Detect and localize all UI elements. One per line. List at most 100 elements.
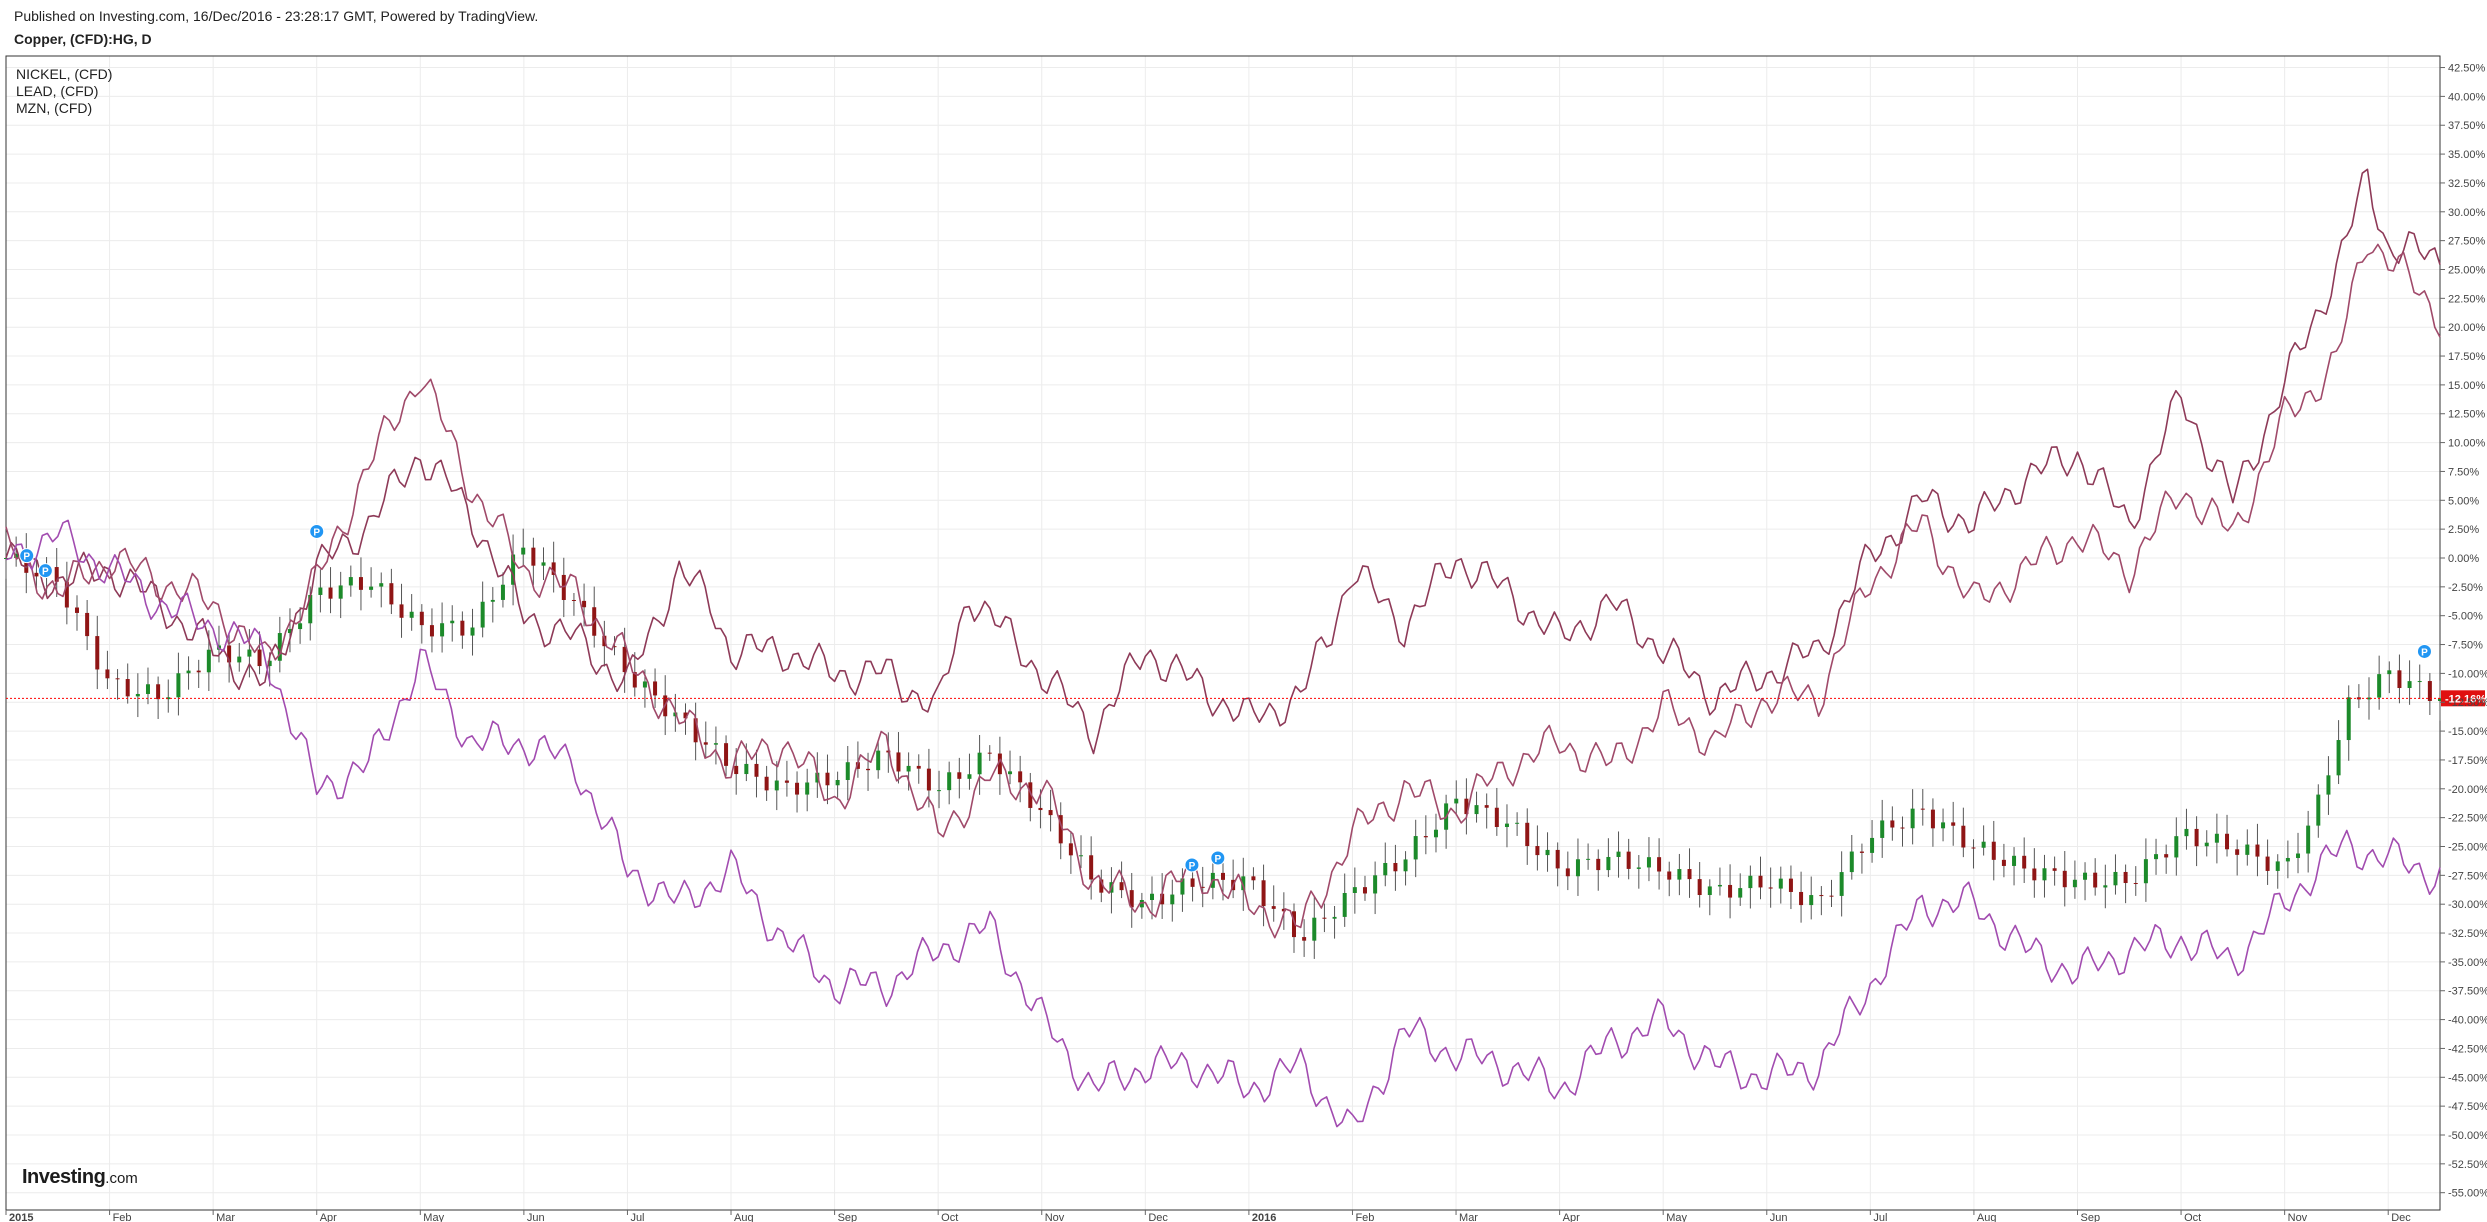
candle — [1677, 853, 1682, 896]
x-tick-label: 2016 — [1252, 1212, 1276, 1222]
candle — [2438, 680, 2442, 721]
x-tick-label: Aug — [1977, 1212, 1997, 1222]
x-tick-label: Jun — [527, 1212, 545, 1222]
y-tick-label: 40.00% — [2448, 91, 2486, 103]
candle — [1129, 872, 1134, 928]
candle — [2225, 814, 2230, 857]
candle — [1403, 851, 1408, 886]
mzn-line[interactable] — [5, 519, 2441, 1128]
event-marker[interactable]: P — [1210, 850, 1226, 866]
candle — [2427, 673, 2432, 715]
candle — [1687, 848, 1692, 898]
x-tick-label: Feb — [113, 1212, 132, 1222]
current-price-badge — [2441, 690, 2485, 707]
copper-candles — [4, 528, 2442, 959]
legend-item-lead[interactable]: LEAD, (CFD) — [16, 83, 99, 99]
candle — [855, 741, 860, 778]
nickel-line[interactable] — [5, 168, 2441, 755]
candle — [1028, 772, 1033, 822]
candle — [653, 668, 658, 708]
candle — [1302, 919, 1307, 957]
lead-line[interactable] — [5, 243, 2441, 939]
candle — [541, 547, 546, 581]
candle — [1991, 820, 1996, 881]
event-marker[interactable]: P — [1184, 857, 1200, 873]
candle — [2346, 685, 2351, 761]
candle — [2052, 856, 2057, 886]
candle — [1738, 873, 1743, 906]
candle — [2133, 866, 2138, 896]
x-tick-label: Sep — [838, 1212, 858, 1222]
candle — [2275, 854, 2280, 889]
candle — [1697, 861, 1702, 908]
candle — [237, 642, 242, 672]
candle — [429, 608, 434, 653]
y-tick-label: -27.50% — [2448, 870, 2487, 882]
event-marker[interactable]: P — [309, 523, 325, 539]
candle — [1778, 866, 1783, 904]
candle — [1383, 842, 1388, 887]
candle — [409, 594, 414, 631]
candle — [2072, 860, 2077, 899]
candle — [125, 663, 130, 704]
candle — [1444, 794, 1449, 849]
candle — [2022, 837, 2027, 884]
candle — [247, 629, 252, 678]
candle — [2306, 810, 2311, 873]
x-tick-label: Apr — [1563, 1212, 1580, 1222]
event-marker[interactable]: P — [37, 563, 53, 579]
candle — [916, 754, 921, 784]
candle — [287, 608, 292, 653]
x-tick-label: Oct — [2184, 1212, 2201, 1222]
x-tick-label: Mar — [216, 1212, 235, 1222]
candle — [1504, 804, 1509, 848]
x-tick-label: Mar — [1459, 1212, 1478, 1222]
event-marker[interactable]: P — [19, 548, 35, 564]
candle — [1342, 873, 1347, 927]
candle — [460, 611, 465, 649]
candle — [774, 761, 779, 811]
y-tick-label: -10.00% — [2448, 668, 2487, 680]
candle — [1606, 838, 1611, 878]
candle — [1788, 865, 1793, 910]
candle — [1200, 866, 1205, 908]
candle — [2184, 808, 2189, 850]
event-marker-label: P — [2421, 647, 2428, 658]
candle — [318, 569, 323, 613]
candle — [1170, 879, 1175, 922]
legend-item-mzn[interactable]: MZN, (CFD) — [16, 100, 93, 116]
candle — [1373, 861, 1378, 915]
candle — [1565, 851, 1570, 891]
candle — [1839, 851, 1844, 917]
candle — [977, 735, 982, 795]
candle — [866, 752, 871, 791]
y-tick-label: 7.50% — [2448, 466, 2479, 478]
event-marker[interactable]: P — [2416, 643, 2432, 659]
candle — [1667, 861, 1672, 897]
candle — [1596, 849, 1601, 891]
current-price: -12.16% — [6, 690, 2486, 707]
candle — [1271, 885, 1276, 922]
x-tick-label: Sep — [2080, 1212, 2100, 1222]
candle — [1758, 856, 1763, 900]
candle — [1484, 793, 1489, 829]
candle — [1717, 867, 1722, 896]
candle — [257, 631, 262, 675]
plot-frame — [5, 55, 2441, 1211]
event-marker-label: P — [1189, 861, 1196, 872]
candle — [2194, 816, 2199, 867]
x-tick-label: Nov — [2288, 1212, 2308, 1222]
candle — [1393, 844, 1398, 891]
legend-item-nickel[interactable]: NICKEL, (CFD) — [16, 66, 113, 82]
candle — [1545, 832, 1550, 872]
candle — [2255, 823, 2260, 877]
x-axis: 2015 Feb Mar Apr May Jun Jul Aug Sep Oct Nov Dec 201… — [5, 1210, 2411, 1222]
candle — [713, 726, 718, 765]
candle — [2042, 854, 2047, 898]
candle — [1474, 791, 1479, 823]
candle — [2174, 817, 2179, 876]
candle — [2123, 864, 2128, 904]
candle — [1951, 801, 1956, 846]
legend: NICKEL, (CFD) LEAD, (CFD) MZN, (CFD) — [16, 66, 112, 117]
